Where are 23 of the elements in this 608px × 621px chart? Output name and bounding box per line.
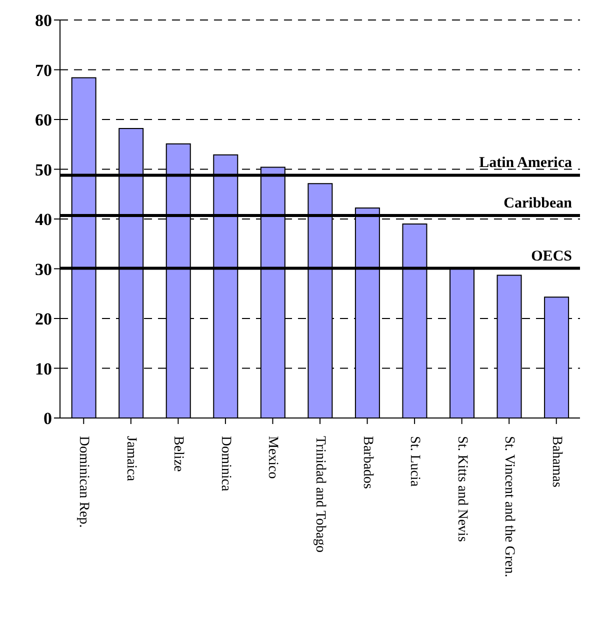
- y-tick-label: 10: [35, 359, 52, 378]
- y-tick-label: 60: [35, 110, 52, 130]
- x-tick-label: Barbados: [360, 436, 375, 489]
- y-tick-label: 70: [35, 60, 52, 80]
- x-tick-label: Dominican Rep.: [76, 436, 92, 528]
- ref-line-label: OECS: [531, 248, 572, 264]
- x-tick-label: Trinidad and Tobago: [312, 436, 328, 552]
- ref-line-label: Caribbean: [504, 196, 573, 212]
- x-tick-label: Belize: [170, 436, 186, 472]
- x-tick-label: Mexico: [265, 436, 280, 479]
- y-tick-label: 30: [35, 260, 52, 279]
- x-tick-label: Dominica: [218, 436, 233, 492]
- x-tick-label: St. Kitts and Nevis: [454, 436, 470, 542]
- ref-line-label: Latin America: [479, 155, 572, 172]
- y-tick-label: 20: [35, 310, 52, 329]
- y-tick-label: 0: [44, 409, 52, 428]
- x-tick-label: Jamaica: [123, 436, 138, 482]
- x-tick-label: St. Vincent and the Gren.: [502, 436, 517, 578]
- y-tick-label: 80: [35, 11, 52, 30]
- x-tick-label: Bahamas: [548, 436, 564, 488]
- x-tick-label: St. Lucia: [407, 436, 422, 488]
- y-tick-label: 40: [35, 210, 52, 230]
- y-tick-label: 50: [35, 160, 52, 180]
